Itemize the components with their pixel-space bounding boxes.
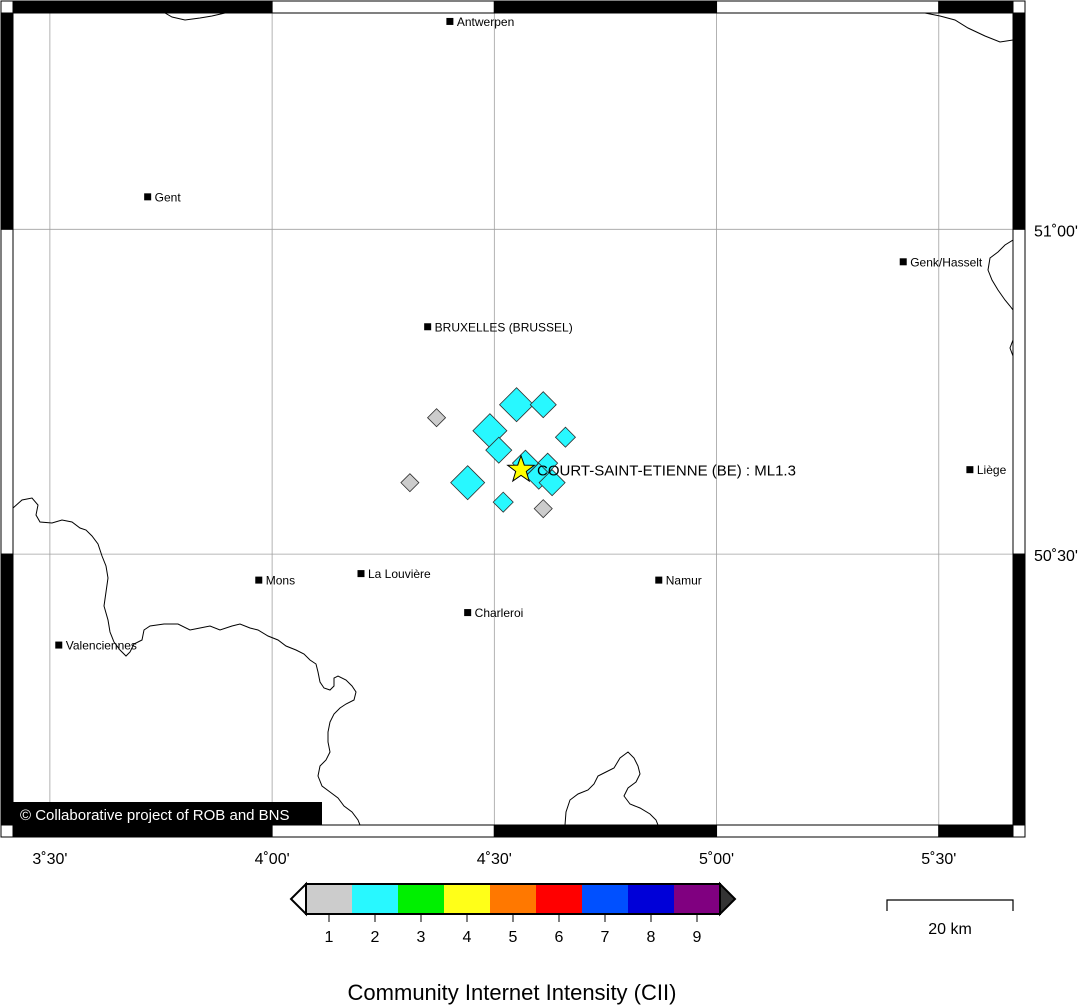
city-label: La Louvière xyxy=(368,567,431,581)
colorbar-swatch xyxy=(444,884,490,914)
colorbar-tick-label: 2 xyxy=(371,929,380,946)
frame-bar-bottom-1 xyxy=(271,824,495,838)
epicenter-label: COURT-SAINT-ETIENNE (BE) : ML1.3 xyxy=(537,463,796,480)
city-label: Liège xyxy=(977,463,1007,477)
epicenter-star-icon[interactable] xyxy=(506,454,536,483)
lon-tick-label: 3˚30' xyxy=(32,851,67,868)
lon-tick-label: 5˚30' xyxy=(921,851,956,868)
colorbar-tick-label: 7 xyxy=(601,929,610,946)
lon-tick-label: 4˚00' xyxy=(255,851,290,868)
frame-bar-top-1 xyxy=(271,0,495,14)
map-frame xyxy=(0,0,1026,838)
city-label: Namur xyxy=(666,574,702,588)
city-marker-icon[interactable] xyxy=(255,576,263,584)
graticule xyxy=(13,13,1013,825)
frame-bar-bottom-3 xyxy=(716,824,940,838)
colorbar-swatch xyxy=(352,884,398,914)
border-northeast xyxy=(924,13,1013,43)
colorbar-title: Community Internet Intensity (CII) xyxy=(348,980,677,1005)
colorbar-tick-label: 1 xyxy=(325,929,334,946)
frame-outer-border xyxy=(0,0,1026,838)
city-marker-icon[interactable] xyxy=(655,576,663,584)
frame-bar-right-1 xyxy=(1012,228,1026,555)
scale-bar: 20 km xyxy=(886,899,1014,938)
city-label: Antwerpen xyxy=(457,15,514,29)
observations-layer xyxy=(400,387,577,519)
intensity-report-marker[interactable] xyxy=(554,426,577,448)
colorbar-legend: 1 2 3 4 5 6 7 8 9 xyxy=(289,881,737,946)
intensity-report-marker[interactable] xyxy=(538,469,566,497)
city-marker-icon[interactable] xyxy=(464,609,472,617)
colorbar-upper-arrow xyxy=(719,881,737,917)
city-label: Genk/Hasselt xyxy=(910,255,983,269)
city-label: Valenciennes xyxy=(66,639,137,653)
city-marker-icon[interactable] xyxy=(424,323,432,331)
frame-bar-bottom-4 xyxy=(938,824,1014,838)
border-north xyxy=(164,13,226,21)
colorbar-swatch xyxy=(306,884,352,914)
map-area[interactable] xyxy=(13,13,1013,825)
colorbar-tick-label: 4 xyxy=(463,929,472,946)
colorbar-tick-label: 9 xyxy=(693,929,702,946)
intensity-report-marker[interactable] xyxy=(498,387,535,423)
intensity-report-marker[interactable] xyxy=(533,499,553,519)
colorbar-swatch xyxy=(490,884,536,914)
copyright-text: © Collaborative project of ROB and BNS xyxy=(20,807,290,824)
border-southwest xyxy=(13,497,361,825)
city-marker-icon[interactable] xyxy=(55,641,63,649)
frame-inner-border xyxy=(12,12,1014,826)
city-marker-icon[interactable] xyxy=(144,193,152,201)
frame-bar-left-2 xyxy=(0,553,14,826)
lat-tick-label: 50˚30' xyxy=(1034,548,1078,565)
intensity-report-marker[interactable] xyxy=(529,391,557,419)
city-marker-icon[interactable] xyxy=(357,570,365,578)
frame-bar-right-0 xyxy=(1012,12,1026,230)
intensity-report-marker[interactable] xyxy=(400,473,420,493)
copyright-box: © Collaborative project of ROB and BNS xyxy=(13,802,322,827)
intensity-report-marker[interactable] xyxy=(426,408,447,428)
colorbar-lower-arrow xyxy=(289,881,307,917)
intensity-report-marker[interactable] xyxy=(485,436,513,464)
colorbar-tick-label: 8 xyxy=(647,929,656,946)
city-label: BRUXELLES (BRUSSEL) xyxy=(435,320,573,334)
epicenter-layer: COURT-SAINT-ETIENNE (BE) : ML1.3 xyxy=(506,454,796,483)
borders-layer xyxy=(13,13,1013,825)
colorbar-swatch xyxy=(674,884,720,914)
intensity-report-marker[interactable] xyxy=(450,465,486,501)
frame-bar-left-1 xyxy=(0,228,14,555)
city-marker-icon[interactable] xyxy=(899,258,907,266)
frame-bar-bottom-0 xyxy=(12,824,273,838)
border-east xyxy=(987,239,1013,311)
cities-layer: Antwerpen Gent Genk/Hasselt BRUXELLES (BRUS… xyxy=(55,15,1007,653)
colorbar-tick-label: 3 xyxy=(417,929,426,946)
colorbar-swatch xyxy=(536,884,582,914)
colorbar-swatch xyxy=(398,884,444,914)
frame-bar-left-0 xyxy=(0,12,14,230)
city-label: Charleroi xyxy=(475,606,524,620)
intensity-report-marker[interactable] xyxy=(492,491,514,513)
city-label: Mons xyxy=(266,574,295,588)
frame-bar-top-4 xyxy=(938,0,1014,14)
frame-bar-top-2 xyxy=(493,0,718,14)
city-marker-icon[interactable] xyxy=(446,17,454,25)
frame-bar-top-0 xyxy=(12,0,273,14)
colorbar-swatch xyxy=(582,884,628,914)
frame-bar-top-3 xyxy=(716,0,940,14)
colorbar-swatch xyxy=(628,884,674,914)
frame-bar-bottom-2 xyxy=(493,824,718,838)
lat-tick-label: 51˚00' xyxy=(1034,223,1078,240)
axis-labels: 3˚30' 4˚00' 4˚30' 5˚00' 5˚30' 50˚30' 51˚00' xyxy=(32,223,1078,868)
lon-tick-label: 5˚00' xyxy=(699,851,734,868)
city-marker-icon[interactable] xyxy=(966,466,974,474)
border-east-lower xyxy=(1009,339,1013,357)
city-label: Gent xyxy=(155,190,182,204)
colorbar-tick-label: 6 xyxy=(555,929,564,946)
colorbar-tick-label: 5 xyxy=(509,929,518,946)
lon-tick-label: 4˚30' xyxy=(477,851,512,868)
border-south xyxy=(564,751,659,825)
scale-bar-label: 20 km xyxy=(928,921,972,938)
frame-bar-right-2 xyxy=(1012,553,1026,826)
